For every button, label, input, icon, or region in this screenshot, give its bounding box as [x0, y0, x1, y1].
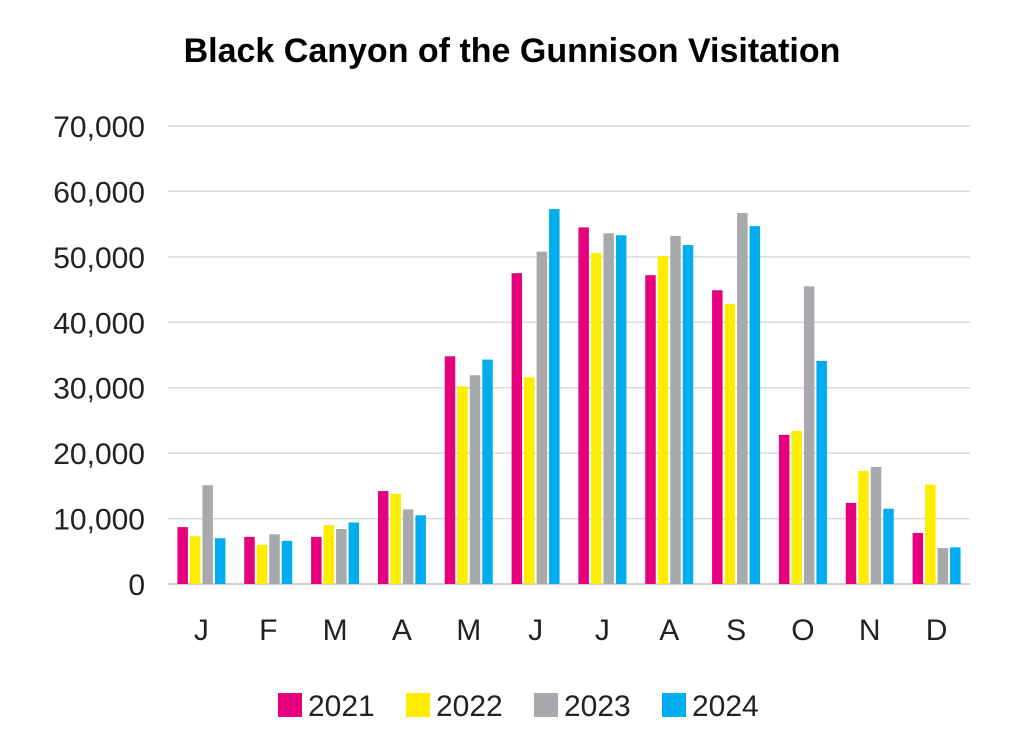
bar-2024 — [950, 547, 961, 584]
bar-2023 — [870, 466, 882, 584]
legend-swatch-2022 — [406, 693, 430, 717]
x-tick-label: F — [259, 614, 277, 647]
bar-2021 — [845, 502, 857, 584]
y-axis-ticks: 0 10,000 20,000 30,000 40,000 50,000 60,000 70,… — [53, 111, 145, 602]
bar-2023 — [603, 233, 614, 584]
y-tick-label: 20,000 — [53, 438, 145, 471]
bar-2022 — [657, 256, 669, 584]
bar-2023 — [937, 548, 949, 584]
bar-2022 — [323, 525, 335, 584]
y-tick-label: 50,000 — [53, 242, 145, 275]
y-tick-label: 30,000 — [53, 373, 145, 406]
bar-2021 — [912, 532, 924, 584]
bar-2024 — [549, 209, 560, 584]
bar-2022 — [925, 484, 936, 584]
bar-2021 — [578, 227, 589, 584]
bar-2021 — [444, 356, 456, 584]
bar-2022 — [590, 252, 602, 584]
legend-label-2022: 2022 — [436, 690, 503, 723]
legend-label-2021: 2021 — [308, 690, 375, 723]
x-tick-label: D — [926, 614, 948, 647]
bar-2023 — [737, 213, 748, 584]
y-tick-label: 40,000 — [53, 307, 145, 340]
bar-2021 — [511, 273, 523, 584]
bar-2023 — [336, 529, 347, 584]
bar-2022 — [390, 493, 401, 584]
x-tick-label: M — [456, 614, 481, 647]
bar-2023 — [269, 534, 280, 584]
bars — [177, 209, 961, 585]
legend-label-2023: 2023 — [564, 690, 631, 723]
bar-2022 — [791, 430, 802, 584]
x-tick-label: A — [392, 614, 412, 647]
bar-2022 — [256, 544, 268, 584]
gridlines — [168, 125, 970, 585]
x-tick-label: M — [323, 614, 348, 647]
bar-2023 — [803, 286, 815, 584]
x-tick-label: O — [791, 614, 814, 647]
bar-2023 — [402, 509, 414, 584]
bar-2022 — [858, 470, 869, 584]
bar-2024 — [415, 515, 426, 584]
y-tick-label: 0 — [128, 569, 145, 602]
bar-2024 — [214, 538, 226, 584]
y-tick-label: 10,000 — [53, 504, 145, 537]
bar-2022 — [524, 377, 535, 584]
bar-2021 — [377, 491, 389, 584]
legend-swatch-2023 — [534, 693, 558, 717]
bar-2024 — [682, 245, 694, 584]
bar-2021 — [645, 275, 656, 584]
bar-2022 — [189, 536, 201, 584]
bar-2023 — [670, 235, 681, 585]
bar-2023 — [536, 251, 548, 584]
x-tick-label: N — [859, 614, 881, 647]
bar-2022 — [457, 386, 468, 584]
legend-swatch-2024 — [662, 693, 686, 717]
bar-2021 — [177, 527, 188, 584]
legend-swatch-2021 — [278, 693, 302, 717]
bar-2022 — [724, 303, 736, 584]
bar-2024 — [883, 508, 894, 584]
legend-label-2024: 2024 — [692, 690, 759, 723]
x-tick-label: S — [726, 614, 746, 647]
bar-2024 — [348, 522, 360, 584]
bar-2021 — [778, 434, 790, 584]
x-tick-label: J — [595, 614, 610, 647]
chart-title: Black Canyon of the Gunnison Visitation — [184, 32, 841, 70]
y-tick-label: 60,000 — [53, 176, 145, 209]
bar-2024 — [281, 540, 293, 584]
bar-2021 — [712, 290, 723, 584]
bar-2021 — [244, 536, 255, 584]
bar-2021 — [311, 536, 322, 584]
bar-2024 — [749, 226, 761, 584]
bar-2023 — [469, 375, 481, 584]
x-tick-label: A — [659, 614, 679, 647]
bar-2023 — [202, 485, 213, 584]
legend: 2021 2022 2023 2024 — [278, 690, 759, 723]
x-tick-label: J — [194, 614, 209, 647]
x-tick-label: J — [528, 614, 543, 647]
bar-2024 — [615, 235, 627, 584]
y-tick-label: 70,000 — [53, 111, 145, 144]
bar-2024 — [482, 359, 493, 584]
bar-2024 — [816, 360, 827, 584]
